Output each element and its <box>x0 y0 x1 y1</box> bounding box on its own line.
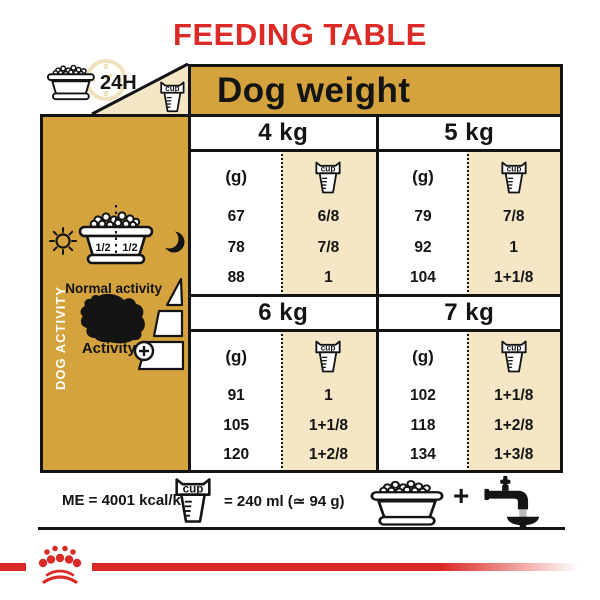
sun-icon <box>49 227 77 255</box>
dog-weight-label: Dog weight <box>217 70 411 110</box>
cup-value: 1 <box>324 269 333 287</box>
grams-header: (g) <box>225 346 248 366</box>
water-faucet-icon <box>484 475 540 527</box>
feeding-values-table: 4 kg (g) 67 78 88 <box>188 114 563 473</box>
cup-icon-label: cup <box>321 343 336 353</box>
activity-plus-label: Activity <box>81 340 136 357</box>
dog-silhouette-icon <box>80 293 145 344</box>
column-dotted-divider <box>467 154 470 292</box>
cup-icon-label: cup <box>183 482 204 495</box>
cup-icon-label: cup <box>506 343 521 353</box>
grams-value: 105 <box>223 416 250 434</box>
measuring-cup-icon: cup <box>160 81 185 113</box>
cup-value: 1+3/8 <box>494 446 534 464</box>
cup-value: 1 <box>509 238 519 256</box>
grams-value: 92 <box>414 238 432 256</box>
cup-value: 1+1/8 <box>308 416 349 434</box>
column-dotted-divider <box>467 333 470 468</box>
cup-value: 6/8 <box>317 208 340 226</box>
cup-icon-label: cup <box>165 84 179 93</box>
footnote-row: ME = 4001 kcal/kg cup = 240 ml (≃ 94 g) … <box>40 473 563 527</box>
kibble-bowl-icon <box>370 480 444 526</box>
weight-header: 7 kg <box>378 297 560 332</box>
grams-value: 91 <box>227 387 245 405</box>
bottom-divider-line <box>38 527 565 530</box>
cup-value: 1+1/8 <box>494 269 534 287</box>
normal-activity-label: Normal activity <box>65 281 162 296</box>
grams-value: 120 <box>223 446 250 464</box>
sidebar-graphics: 1/2 1/2 <box>49 205 185 371</box>
grams-value: 67 <box>227 208 245 226</box>
dog-weight-header: Dog weight <box>188 64 563 114</box>
cup-icon-label: cup <box>506 163 521 173</box>
grams-value: 118 <box>410 416 436 434</box>
activity-step-2 <box>152 309 184 338</box>
measuring-cup-icon: cup <box>501 161 527 193</box>
column-dotted-divider <box>281 333 284 468</box>
dog-activity-vertical-label: DOG ACTIVITY <box>53 286 68 390</box>
grams-value: 79 <box>414 208 432 226</box>
red-line-right <box>92 563 578 571</box>
kibble-bowl-icon <box>46 64 95 101</box>
page-title: FEEDING TABLE <box>173 17 427 52</box>
cup-value: 7/8 <box>317 238 340 256</box>
daily-ration-header: 24H cup <box>40 52 189 116</box>
cup-value: 7/8 <box>502 208 525 226</box>
dog-activity-sidebar: 1/2 1/2 DOG ACTIVITY No <box>40 114 188 473</box>
grams-header: (g) <box>412 346 434 366</box>
half-left-label: 1/2 <box>95 242 110 254</box>
moon-icon <box>159 229 185 253</box>
half-right-label: 1/2 <box>122 242 137 254</box>
diagonal-corner <box>96 66 188 114</box>
red-line-left <box>0 563 26 571</box>
weight-header: 6 kg <box>191 297 376 332</box>
grams-value: 134 <box>410 446 436 464</box>
cup-icon-label: cup <box>321 163 336 173</box>
measuring-cup-icon: cup <box>315 161 342 193</box>
weight-header: 5 kg <box>378 117 560 152</box>
weight-block-7kg: 7 kg (g) 102 118 134 <box>375 293 560 470</box>
crown-logo-icon <box>38 545 82 584</box>
plus-sign: + <box>453 480 470 511</box>
half-ration-bowl-icon: 1/2 1/2 <box>78 205 154 265</box>
ration-header-graphic: 24H cup <box>46 59 189 116</box>
cup-value: 1+2/8 <box>308 446 349 464</box>
cup-value: 1 <box>324 387 333 405</box>
cup-volume-label: = 240 ml (≃ 94 g) <box>224 493 345 510</box>
column-dotted-divider <box>281 154 284 292</box>
cup-value: 1+1/8 <box>494 387 534 405</box>
weight-header: 4 kg <box>191 117 376 152</box>
grams-value: 78 <box>227 238 245 256</box>
weight-block-5kg: 5 kg (g) 79 92 104 <box>375 117 560 294</box>
weight-block-4kg: 4 kg (g) 67 78 88 <box>191 117 376 294</box>
measuring-cup-icon: cup <box>175 478 211 523</box>
grams-value: 102 <box>410 387 436 405</box>
grams-value: 88 <box>227 269 245 287</box>
measuring-cup-icon: cup <box>501 340 527 373</box>
plus-circle-icon <box>133 340 155 362</box>
weight-block-6kg: 6 kg (g) 91 105 120 <box>191 293 376 470</box>
grams-header: (g) <box>225 167 248 186</box>
me-kcal-label: ME = 4001 kcal/kg <box>62 492 190 509</box>
cup-value: 1+2/8 <box>494 416 534 434</box>
measuring-cup-icon: cup <box>315 340 342 373</box>
duration-label: 24H <box>100 72 137 94</box>
grams-value: 104 <box>410 269 436 287</box>
grams-header: (g) <box>412 167 434 186</box>
diagonal-line <box>91 62 189 116</box>
activity-step-1 <box>165 277 184 307</box>
